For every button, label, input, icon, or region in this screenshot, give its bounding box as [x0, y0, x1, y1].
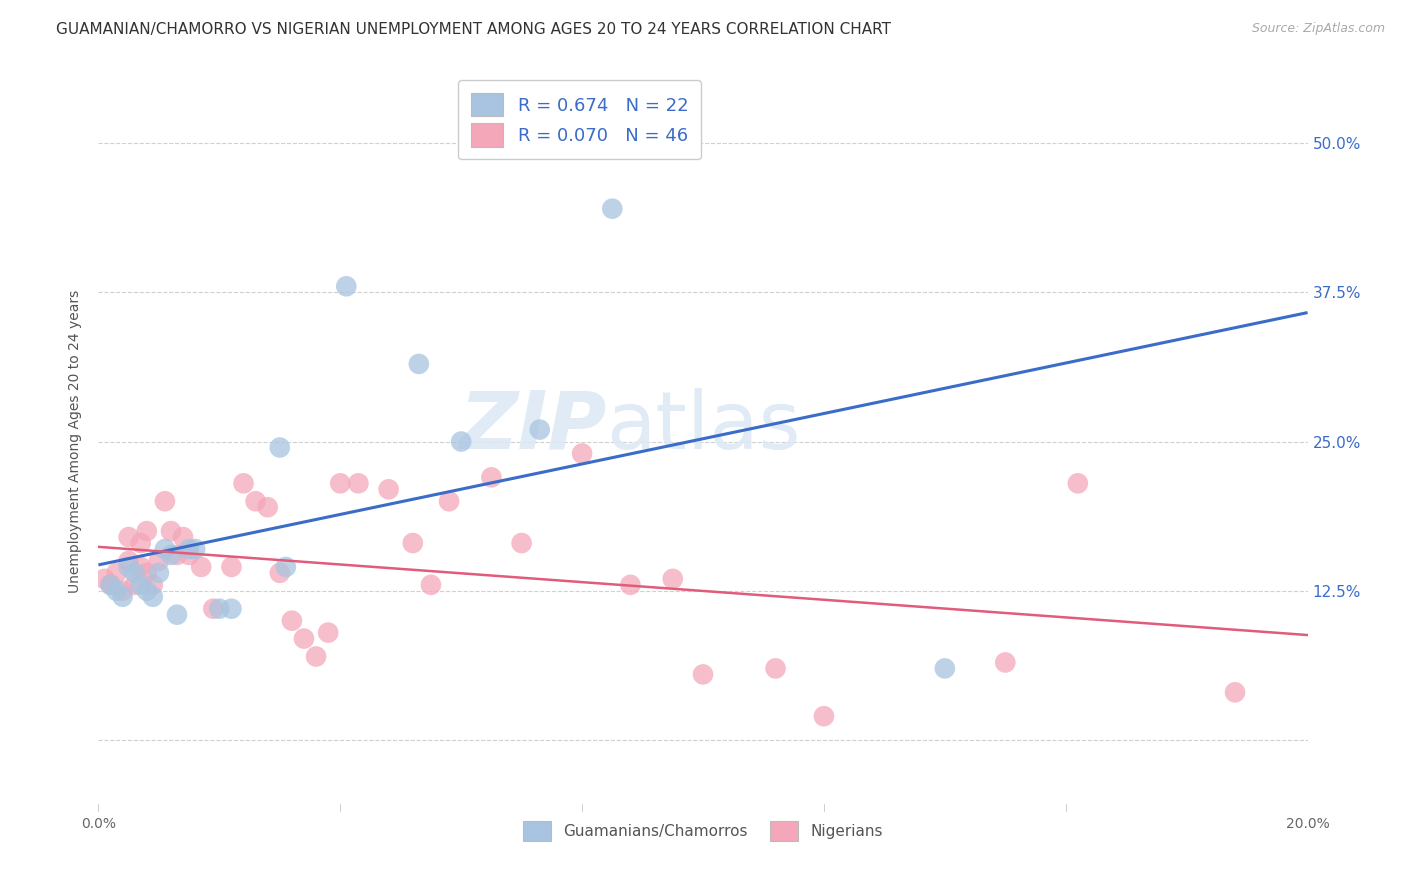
Point [661, 572, 683, 586]
Point [118, 554, 141, 568]
Point [111, 590, 134, 604]
Point [129, 536, 152, 550]
Point [153, 494, 176, 508]
Point [148, 566, 170, 580]
Point [765, 661, 787, 675]
Point [172, 530, 194, 544]
Point [118, 530, 141, 544]
Point [142, 590, 165, 604]
Point [450, 434, 472, 449]
Point [437, 494, 460, 508]
Point [269, 566, 291, 580]
Point [269, 441, 291, 455]
Point [232, 476, 254, 491]
Point [329, 476, 352, 491]
Text: Source: ZipAtlas.com: Source: ZipAtlas.com [1251, 22, 1385, 36]
Point [692, 667, 714, 681]
Point [256, 500, 278, 515]
Point [160, 548, 183, 562]
Point [335, 279, 357, 293]
Point [100, 578, 122, 592]
Point [166, 548, 188, 562]
Point [93, 572, 115, 586]
Point [347, 476, 370, 491]
Point [292, 632, 315, 646]
Point [160, 524, 183, 538]
Point [602, 202, 624, 216]
Point [148, 554, 170, 568]
Point [994, 656, 1017, 670]
Point [529, 423, 551, 437]
Point [135, 524, 157, 538]
Point [377, 483, 399, 497]
Point [934, 661, 956, 675]
Point [124, 566, 146, 580]
Point [208, 601, 231, 615]
Point [111, 583, 134, 598]
Point [571, 446, 593, 460]
Point [245, 494, 267, 508]
Legend: Guamanians/Chamorros, Nigerians: Guamanians/Chamorros, Nigerians [516, 814, 890, 848]
Point [1067, 476, 1090, 491]
Point [202, 601, 225, 615]
Point [118, 560, 141, 574]
Point [221, 601, 243, 615]
Point [305, 649, 328, 664]
Point [135, 566, 157, 580]
Point [402, 536, 425, 550]
Point [166, 607, 188, 622]
Point [179, 548, 201, 562]
Point [179, 541, 201, 556]
Point [105, 566, 128, 580]
Text: atlas: atlas [606, 388, 800, 466]
Text: GUAMANIAN/CHAMORRO VS NIGERIAN UNEMPLOYMENT AMONG AGES 20 TO 24 YEARS CORRELATIO: GUAMANIAN/CHAMORRO VS NIGERIAN UNEMPLOYM… [56, 22, 891, 37]
Point [813, 709, 835, 723]
Point [124, 578, 146, 592]
Point [274, 560, 297, 574]
Point [619, 578, 641, 592]
Point [129, 560, 152, 574]
Y-axis label: Unemployment Among Ages 20 to 24 years: Unemployment Among Ages 20 to 24 years [69, 290, 83, 593]
Point [510, 536, 533, 550]
Point [153, 541, 176, 556]
Point [481, 470, 503, 484]
Point [190, 560, 212, 574]
Point [281, 614, 304, 628]
Point [100, 578, 122, 592]
Text: ZIP: ZIP [458, 388, 606, 466]
Point [184, 541, 207, 556]
Point [142, 578, 165, 592]
Point [221, 560, 243, 574]
Point [1223, 685, 1246, 699]
Point [129, 578, 152, 592]
Point [135, 583, 157, 598]
Point [105, 583, 128, 598]
Point [408, 357, 430, 371]
Point [316, 625, 339, 640]
Point [420, 578, 443, 592]
